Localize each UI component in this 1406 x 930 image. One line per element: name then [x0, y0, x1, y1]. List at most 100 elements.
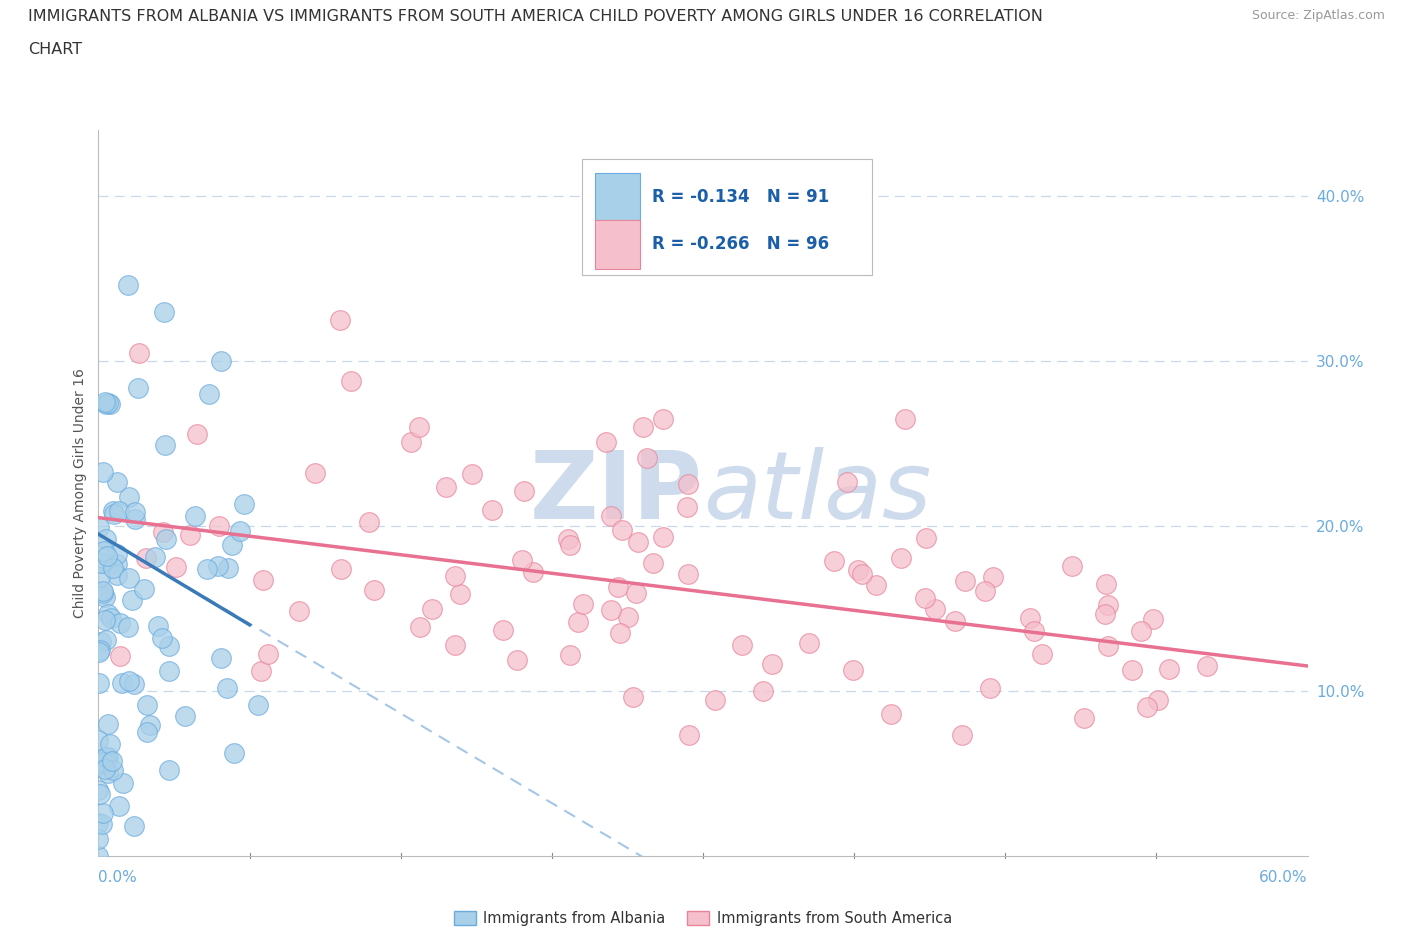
- Point: [91, 555, 114, 570]
- FancyBboxPatch shape: [595, 173, 640, 221]
- Point: [101, 753, 124, 768]
- Text: CHART: CHART: [28, 42, 82, 57]
- Point: [118, 490, 141, 505]
- Point: [1024, 624, 1046, 639]
- Point: [914, 591, 936, 605]
- Point: [96, 397, 118, 412]
- Point: [229, 524, 252, 538]
- Point: [87, 757, 110, 772]
- Point: [103, 507, 125, 522]
- Point: [1097, 638, 1119, 653]
- Point: [94, 613, 117, 628]
- Point: [250, 663, 273, 678]
- Point: [256, 646, 278, 661]
- Point: [408, 619, 430, 634]
- Point: [91, 584, 114, 599]
- Point: [1136, 700, 1159, 715]
- Point: [105, 567, 128, 582]
- Legend: Immigrants from Albania, Immigrants from South America: Immigrants from Albania, Immigrants from…: [449, 905, 957, 930]
- Point: [124, 818, 146, 833]
- Point: [616, 609, 638, 624]
- Text: R = -0.134   N = 91: R = -0.134 N = 91: [652, 188, 830, 206]
- Point: [974, 584, 997, 599]
- Point: [1121, 662, 1143, 677]
- Point: [704, 693, 727, 708]
- Point: [94, 590, 117, 604]
- Text: 0.0%: 0.0%: [98, 870, 138, 884]
- Point: [155, 438, 177, 453]
- Point: [103, 561, 125, 576]
- Point: [981, 570, 1004, 585]
- Point: [97, 396, 120, 411]
- Point: [90, 635, 112, 650]
- Point: [217, 681, 239, 696]
- Point: [112, 776, 135, 790]
- Point: [252, 573, 274, 588]
- Point: [91, 817, 114, 831]
- Point: [89, 644, 111, 659]
- Point: [890, 551, 912, 565]
- Point: [152, 525, 174, 539]
- Point: [87, 831, 110, 846]
- Point: [91, 754, 114, 769]
- Point: [94, 632, 117, 647]
- Point: [186, 426, 208, 441]
- Point: [513, 484, 536, 498]
- Point: [197, 387, 219, 402]
- Point: [434, 480, 457, 495]
- Point: [89, 569, 111, 584]
- Point: [222, 746, 245, 761]
- Point: [304, 465, 326, 480]
- Y-axis label: Child Poverty Among Girls Under 16: Child Poverty Among Girls Under 16: [73, 368, 87, 618]
- Point: [135, 551, 157, 565]
- Point: [93, 543, 115, 558]
- Point: [132, 582, 155, 597]
- Point: [339, 374, 361, 389]
- Point: [89, 786, 111, 801]
- Point: [558, 648, 581, 663]
- Point: [641, 556, 664, 571]
- Point: [100, 610, 122, 625]
- Point: [221, 538, 243, 552]
- Point: [731, 637, 754, 652]
- Point: [97, 716, 120, 731]
- Point: [678, 727, 700, 742]
- Text: 60.0%: 60.0%: [1260, 870, 1308, 884]
- Point: [152, 631, 174, 645]
- Point: [943, 614, 966, 629]
- Point: [232, 497, 254, 512]
- Point: [98, 397, 121, 412]
- Point: [157, 664, 180, 679]
- Point: [96, 549, 118, 564]
- Point: [87, 816, 110, 830]
- Point: [89, 519, 111, 534]
- Point: [1060, 559, 1083, 574]
- Point: [107, 557, 129, 572]
- Point: [94, 762, 117, 777]
- Point: [851, 567, 873, 582]
- Point: [135, 724, 157, 739]
- Point: [567, 615, 589, 630]
- Text: Source: ZipAtlas.com: Source: ZipAtlas.com: [1251, 9, 1385, 22]
- Point: [449, 587, 471, 602]
- Point: [1073, 711, 1095, 725]
- Text: ZIP: ZIP: [530, 447, 703, 538]
- Point: [607, 579, 630, 594]
- Point: [107, 799, 129, 814]
- Point: [184, 508, 207, 523]
- Point: [1129, 624, 1152, 639]
- Point: [420, 601, 443, 616]
- Point: [157, 763, 180, 777]
- Point: [1095, 577, 1118, 591]
- Point: [103, 763, 125, 777]
- Point: [211, 353, 233, 368]
- Point: [174, 709, 197, 724]
- Text: atlas: atlas: [703, 447, 931, 538]
- Point: [246, 698, 269, 712]
- Point: [506, 653, 529, 668]
- Point: [797, 636, 820, 651]
- Point: [330, 562, 353, 577]
- Point: [91, 805, 114, 820]
- Point: [846, 563, 869, 578]
- Point: [626, 586, 648, 601]
